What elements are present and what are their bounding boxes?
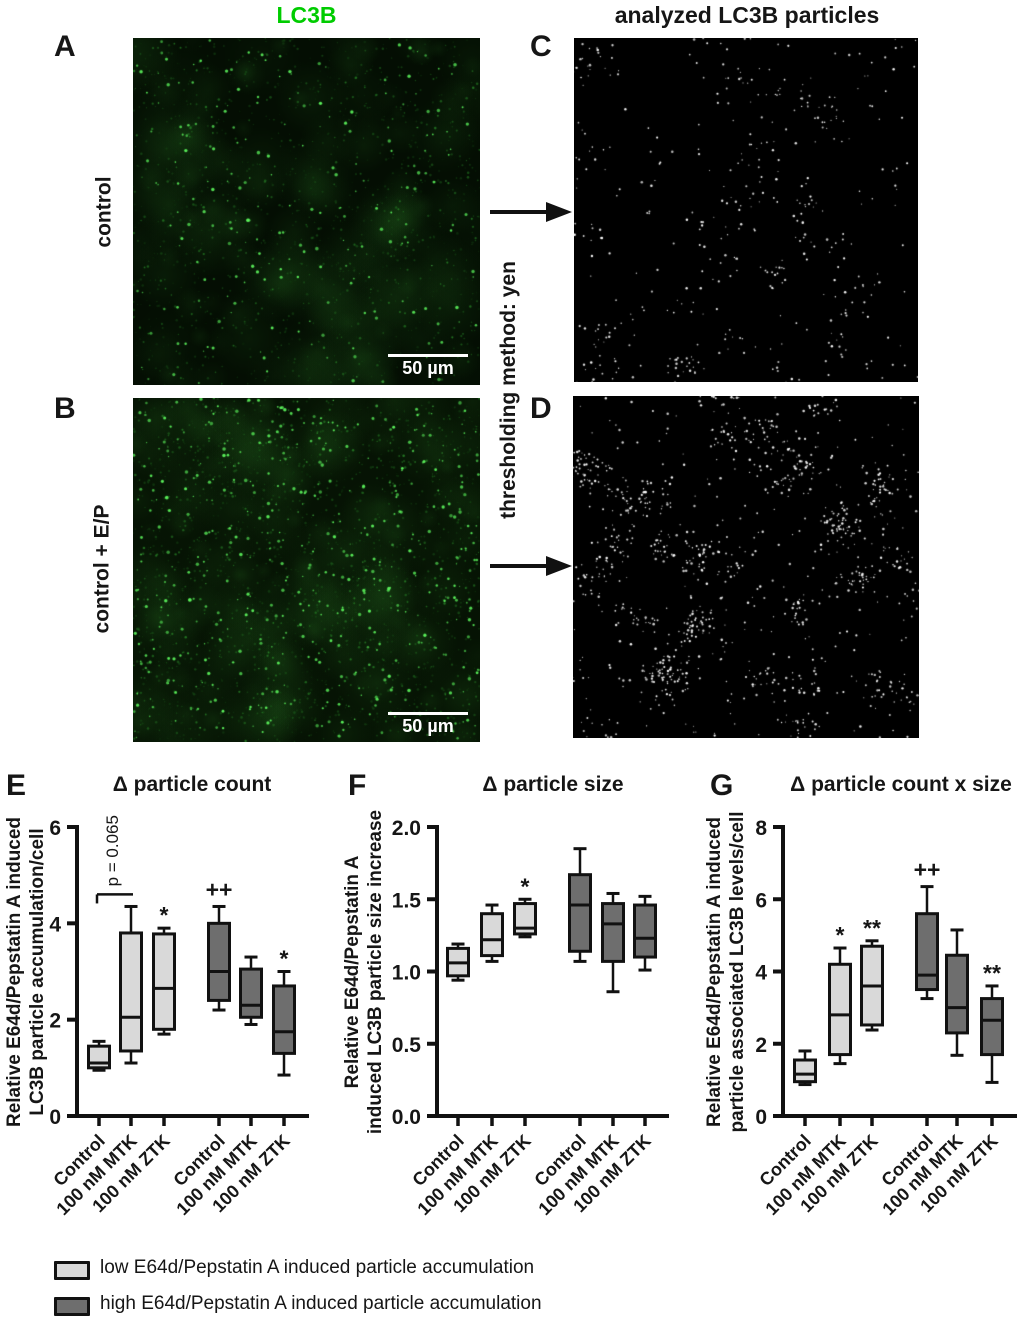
scalebar-line-a xyxy=(388,354,468,357)
panel-label-c: C xyxy=(530,30,552,63)
iqr-box xyxy=(633,903,657,959)
box-high-4 xyxy=(239,955,263,1026)
p-value-label: p = 0.065 xyxy=(103,815,122,886)
y-tick-label: 4 xyxy=(49,913,61,936)
row-label-control: control xyxy=(92,176,116,248)
panel-label-d: D xyxy=(530,392,552,425)
iqr-box xyxy=(601,902,625,963)
significance-marker: * xyxy=(160,902,169,928)
legend-swatch-low xyxy=(54,1261,90,1280)
iqr-box xyxy=(980,997,1004,1057)
box-low-1 xyxy=(119,904,143,1065)
box-low-0 xyxy=(446,942,470,982)
panel-label-a: A xyxy=(54,30,76,63)
y-tick-label: 0 xyxy=(755,1106,767,1129)
panel-label-e: E xyxy=(6,769,26,802)
y-tick-label: 4 xyxy=(755,962,767,985)
box-high-5 xyxy=(980,984,1004,1084)
thresholding-method-label: thresholding method: yen xyxy=(496,261,520,519)
scalebar-label-b: 50 µm xyxy=(402,716,454,736)
arrow-right-icon xyxy=(490,556,572,576)
y-tick-label: 1.5 xyxy=(392,889,422,912)
significance-marker: ++ xyxy=(206,876,233,902)
box-high-3 xyxy=(915,885,939,1001)
box-low-0 xyxy=(793,1049,817,1087)
y-axis-label: Relative E64d/Pepstatin A induced xyxy=(4,817,25,1127)
significance-marker: * xyxy=(521,873,530,899)
box-low-1 xyxy=(828,946,852,1066)
scalebar-label-a: 50 µm xyxy=(402,358,454,378)
box-high-5 xyxy=(633,894,657,972)
column-title-analyzed-particles: analyzed LC3B particles xyxy=(614,2,880,28)
iqr-box xyxy=(513,902,537,936)
panel-label-g: G xyxy=(710,769,733,802)
chart-panel-G: G Δ particle count x size Relative E64d/Pe… xyxy=(704,769,1017,1219)
y-tick-label: 0 xyxy=(49,1106,61,1129)
y-tick-label: 2 xyxy=(49,1010,61,1033)
iqr-box xyxy=(568,873,592,953)
y-axis-label: Relative E64d/Pepstatin A xyxy=(342,855,363,1088)
box-high-3 xyxy=(207,904,231,1012)
row-label-control-ep: control + E/P xyxy=(90,504,114,634)
chart-title: Δ particle count x size xyxy=(790,773,1012,796)
box-low-2 xyxy=(513,897,537,939)
iqr-box xyxy=(239,967,263,1019)
significance-marker: * xyxy=(280,946,289,972)
legend-label-high: high E64d/Pepstatin A induced particle a… xyxy=(100,1293,542,1314)
iqr-box xyxy=(480,912,504,958)
iqr-box xyxy=(207,921,231,1002)
significance-marker: ++ xyxy=(914,857,941,883)
legend-label-low: low E64d/Pepstatin A induced particle ac… xyxy=(100,1257,535,1278)
iqr-box xyxy=(87,1044,111,1070)
box-high-5 xyxy=(272,970,296,1077)
micrograph-analyzed-particles-control-ep xyxy=(573,396,919,738)
y-axis-label: LC3B particle accumulation/cell xyxy=(27,828,48,1115)
box-high-4 xyxy=(601,891,625,994)
column-title-lc3b: LC3B xyxy=(276,2,337,28)
chart-panel-E: E Δ particle count Relative E64d/Pepstatin… xyxy=(4,769,309,1219)
box-high-4 xyxy=(945,928,969,1057)
y-axis-label: particle associated LC3B levels/cell xyxy=(727,811,748,1132)
box-low-2 xyxy=(860,939,884,1032)
panel-label-b: B xyxy=(54,392,76,425)
y-tick-label: 6 xyxy=(49,817,61,840)
y-tick-label: 0.0 xyxy=(392,1106,421,1129)
y-tick-label: 2.0 xyxy=(392,817,421,840)
significance-marker: ** xyxy=(983,960,1001,986)
significance-marker: * xyxy=(836,922,845,948)
box-plot-charts: E Δ particle count Relative E64d/Pepstatin… xyxy=(4,769,1017,1219)
micrograph-analyzed-particles-control xyxy=(574,38,918,382)
iqr-box xyxy=(119,931,143,1053)
iqr-box xyxy=(945,953,969,1035)
y-tick-label: 6 xyxy=(755,889,767,912)
box-low-1 xyxy=(480,903,504,963)
scalebar-line-b xyxy=(388,712,468,715)
chart-panel-F: F Δ particle size Relative E64d/Pepstatin … xyxy=(342,769,669,1219)
box-low-2 xyxy=(152,926,176,1036)
iqr-box xyxy=(272,984,296,1055)
box-high-3 xyxy=(568,847,592,963)
y-axis-label: Relative E64d/Pepstatin A induced xyxy=(704,817,725,1127)
micrograph-control-ep-lc3b xyxy=(133,398,480,742)
iqr-box xyxy=(152,932,176,1031)
y-tick-label: 2 xyxy=(755,1034,767,1057)
significance-marker: ** xyxy=(863,915,881,941)
chart-title: Δ particle count xyxy=(113,773,272,796)
arrow-right-icon xyxy=(490,202,572,222)
iqr-box xyxy=(828,962,852,1057)
y-tick-label: 8 xyxy=(755,817,767,840)
y-tick-label: 0.5 xyxy=(392,1034,422,1057)
y-axis-label: induced LC3B particle size increase xyxy=(365,810,386,1134)
iqr-box xyxy=(915,912,939,992)
y-tick-label: 1.0 xyxy=(392,962,421,985)
panel-label-f: F xyxy=(348,769,366,802)
chart-title: Δ particle size xyxy=(482,773,623,796)
legend-swatch-high xyxy=(54,1297,90,1316)
iqr-box xyxy=(793,1058,817,1084)
box-low-0 xyxy=(87,1039,111,1072)
micrograph-control-lc3b xyxy=(133,38,480,385)
